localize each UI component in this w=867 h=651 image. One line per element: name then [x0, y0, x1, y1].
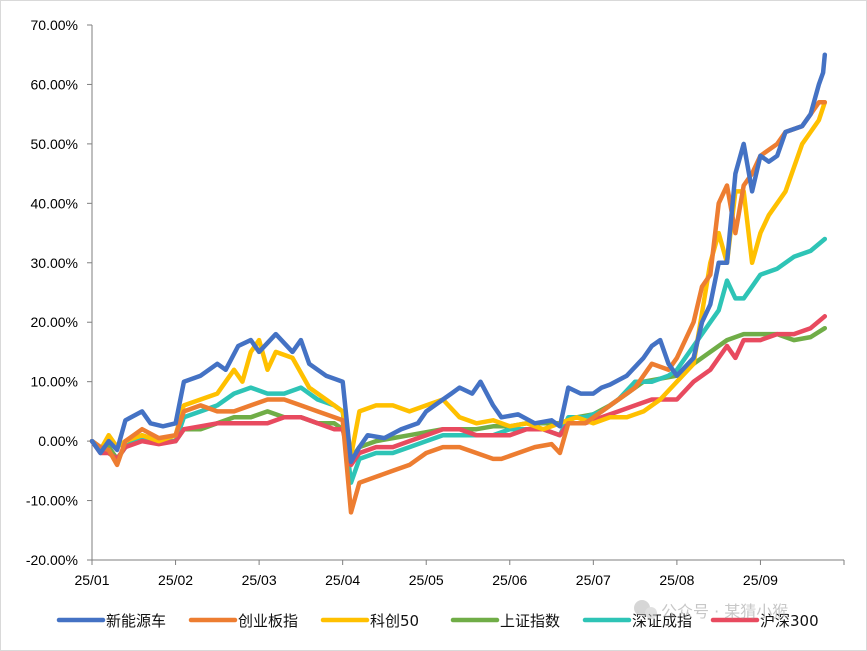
series-line-5 — [89, 236, 828, 485]
wechat-icon-bubble — [645, 607, 657, 619]
y-tick-label: 10.00% — [31, 374, 78, 390]
y-tick-label: 0.00% — [38, 433, 78, 449]
y-tick-label: -20.00% — [26, 552, 78, 568]
x-tick-label: 25/05 — [409, 572, 444, 588]
legend-label: 新能源车 — [106, 612, 166, 630]
y-tick-label: 30.00% — [31, 255, 78, 271]
series-line-4 — [89, 325, 828, 462]
watermark: 公众号 · 某猜小猴 — [634, 600, 788, 621]
x-tick-label: 25/09 — [743, 572, 778, 588]
watermark-text: 公众号 · 某猜小猴 — [661, 602, 788, 621]
y-tick-label: -10.00% — [26, 493, 78, 509]
y-tick-label: 40.00% — [31, 195, 78, 211]
legend-label: 沪深300 — [760, 612, 819, 630]
x-tick-label: 25/06 — [492, 572, 527, 588]
y-tick-label: 50.00% — [31, 136, 78, 152]
x-tick-label: 25/03 — [242, 572, 277, 588]
series-line-1 — [89, 52, 828, 465]
legend-label: 创业板指 — [238, 612, 298, 630]
series-line-6 — [89, 314, 828, 468]
y-tick-label: 70.00% — [31, 17, 78, 33]
y-tick-label: 60.00% — [31, 76, 78, 92]
legend-label: 上证指数 — [500, 612, 560, 630]
x-tick-label: 25/02 — [158, 572, 193, 588]
x-tick-label: 25/01 — [74, 572, 109, 588]
x-tick-label: 25/04 — [325, 572, 360, 588]
x-tick-label: 25/08 — [659, 572, 694, 588]
series-line-2 — [89, 100, 828, 515]
y-tick-label: 20.00% — [31, 314, 78, 330]
x-tick-label: 25/07 — [576, 572, 611, 588]
legend-label: 科创50 — [370, 612, 419, 630]
